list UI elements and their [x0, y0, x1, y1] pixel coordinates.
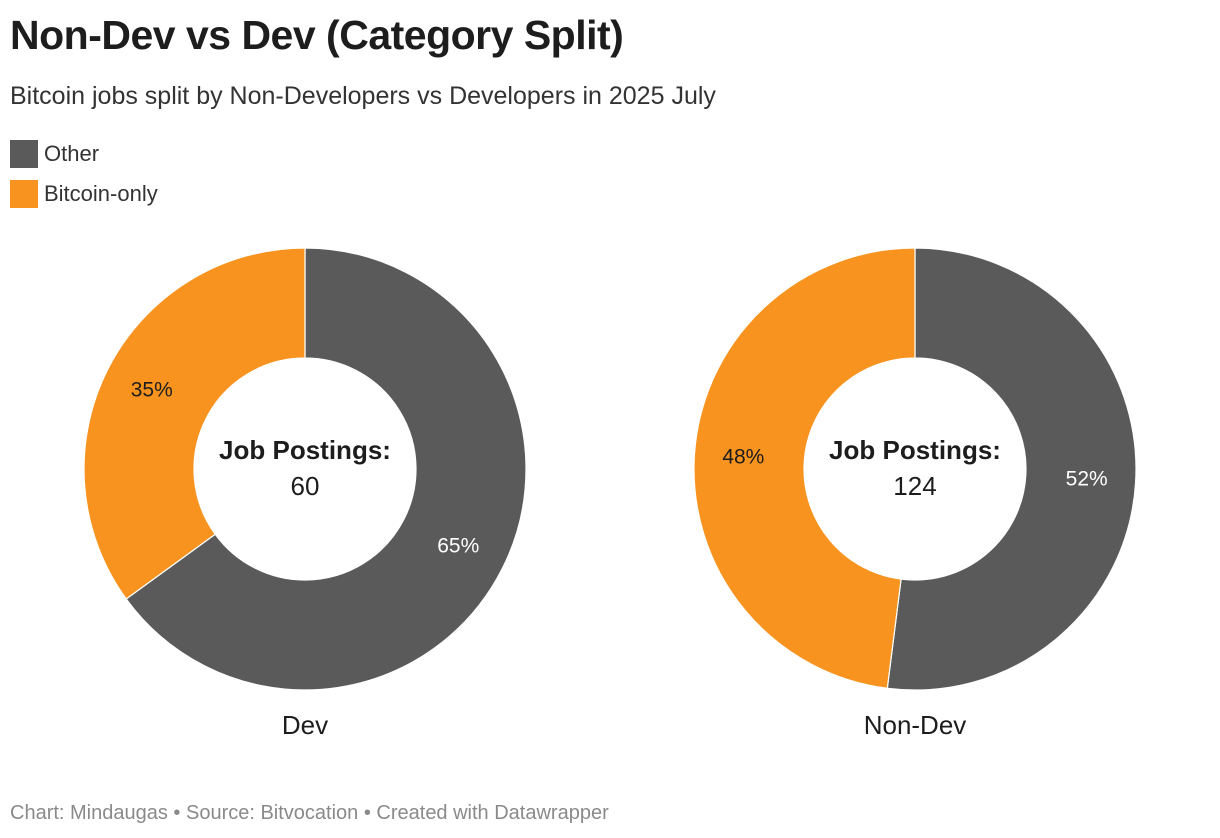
center-value-dev: 60	[291, 471, 320, 501]
slice-non-dev-other	[886, 247, 1137, 691]
donut-caption-dev: Dev	[282, 710, 328, 740]
slice-label-dev-bitcoin-only: 35%	[131, 378, 173, 401]
slice-dev-other	[125, 247, 527, 691]
donut-caption-non-dev: Non-Dev	[864, 710, 967, 740]
slice-label-non-dev-other: 52%	[1066, 467, 1108, 490]
legend-swatch-bitcoin-only	[10, 180, 38, 208]
slice-dev-bitcoin-only	[83, 247, 306, 600]
legend-item-bitcoin-only: Bitcoin-only	[10, 174, 158, 214]
center-value-non-dev: 124	[893, 471, 936, 501]
slice-non-dev-bitcoin-only	[693, 247, 916, 689]
legend-swatch-other	[10, 140, 38, 168]
center-label-non-dev: Job Postings:	[829, 435, 1001, 465]
legend: Other Bitcoin-only	[10, 134, 158, 214]
center-label-dev: Job Postings:	[219, 435, 391, 465]
slice-label-non-dev-bitcoin-only: 48%	[722, 446, 764, 469]
legend-label-other: Other	[44, 141, 100, 166]
legend-item-other: Other	[10, 134, 158, 174]
chart-footer: Chart: Mindaugas • Source: Bitvocation •…	[10, 802, 609, 824]
legend-label-bitcoin-only: Bitcoin-only	[44, 181, 158, 206]
donut-non-dev: 52% 48% Job Postings: 124 Non-Dev	[693, 247, 1137, 740]
chart-title: Non-Dev vs Dev (Category Split)	[10, 12, 624, 58]
donut-dev: 65% 35% Job Postings: 60 Dev	[83, 247, 527, 740]
chart-subtitle: Bitcoin jobs split by Non-Developers vs …	[10, 82, 716, 110]
slice-label-dev-other: 65%	[437, 535, 479, 558]
